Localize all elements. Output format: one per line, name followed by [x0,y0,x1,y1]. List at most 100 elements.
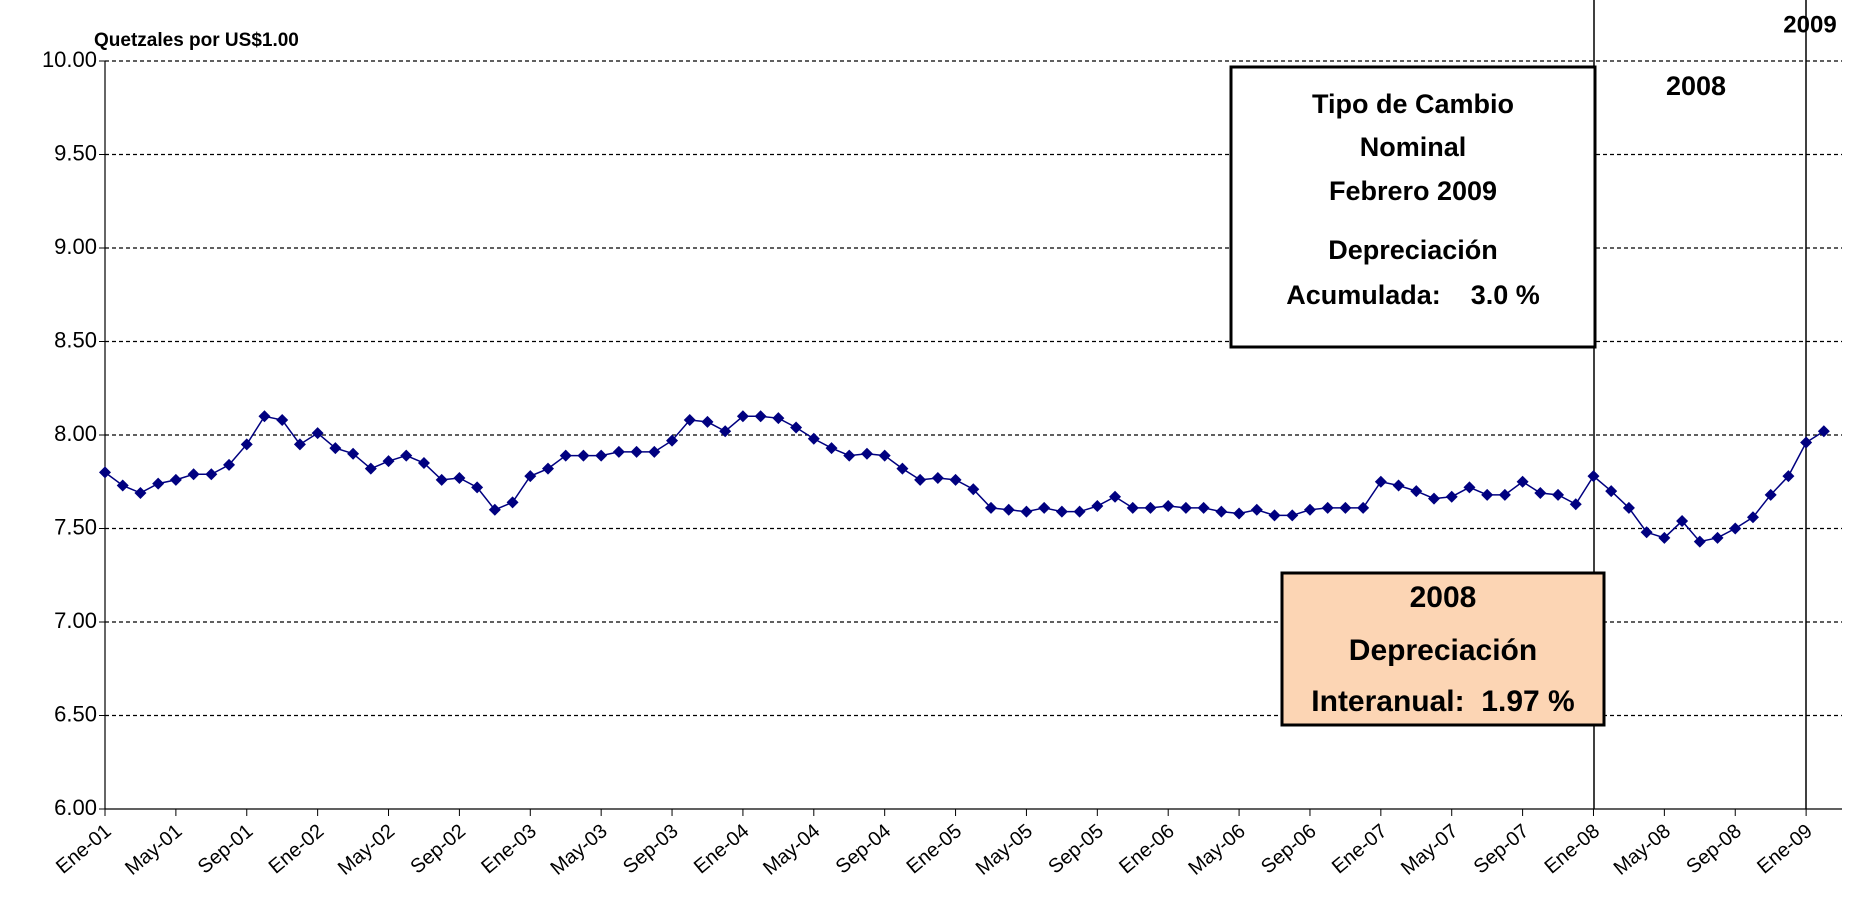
marker [754,410,767,423]
x-tick-label: Ene-07 [1328,820,1392,878]
marker [1321,501,1334,514]
marker [807,432,820,445]
marker [1055,505,1068,518]
marker [1162,500,1175,513]
x-tick-label: May-02 [334,820,399,880]
y-tick-label: 10.00 [42,47,97,72]
marker [134,486,147,499]
marker [1445,490,1458,503]
marker [205,468,218,481]
x-tick-label: Ene-01 [52,820,116,878]
marker [471,481,484,494]
annotation-text: Tipo de Cambio [1312,89,1514,119]
x-tick-label: Ene-04 [690,820,754,878]
marker [878,449,891,462]
marker [1268,509,1281,522]
x-tick-label: Ene-05 [903,820,967,878]
x-tick-label: Sep-06 [1257,820,1321,878]
marker [1676,515,1689,528]
marker [648,445,661,458]
marker [1374,475,1387,488]
marker [1746,511,1759,524]
y-tick-label: 6.50 [54,701,97,726]
x-tick-label: May-07 [1397,820,1462,880]
marker [985,501,997,514]
marker [1622,501,1635,514]
marker [577,449,590,462]
marker [1498,488,1511,501]
x-tick-label: Ene-08 [1541,820,1605,878]
x-tick-label: Ene-02 [265,820,329,878]
y-tick-label: 8.00 [54,421,97,446]
marker [187,468,200,481]
marker [1410,485,1423,498]
annotation-box [1229,65,1597,349]
x-tick-label: Ene-03 [477,820,541,878]
marker [311,427,324,440]
marker [1569,498,1582,511]
x-tick-label: May-08 [1610,820,1675,880]
marker [1091,500,1104,513]
marker [1428,492,1440,505]
y-tick-label: 6.00 [54,795,97,820]
x-tick-label: Ene-06 [1115,820,1179,878]
marker [1605,485,1618,498]
marker [1693,535,1706,548]
marker [736,410,749,423]
marker [1197,501,1210,514]
marker [1250,503,1263,516]
x-tick-label: Sep-04 [832,820,896,878]
x-tick-label: Ene-09 [1753,820,1817,878]
marker [683,414,696,427]
marker [258,410,271,423]
y-tick-label: 8.50 [54,327,97,352]
marker [772,412,785,425]
marker [417,457,430,470]
marker [666,434,679,447]
marker [559,449,572,462]
marker [612,445,625,458]
marker [1215,505,1228,518]
x-tick-label: May-04 [759,820,824,880]
marker [488,503,501,516]
marker [914,473,927,486]
marker [1764,488,1777,501]
marker [1481,488,1494,501]
marker [506,496,519,509]
marker [524,470,537,483]
marker [1357,501,1370,514]
marker [1516,475,1529,488]
marker [843,449,856,462]
marker [152,477,165,490]
marker [1817,425,1830,438]
y-tick-label: 7.00 [54,608,97,633]
y-tick-label: 9.00 [54,234,97,259]
marker [860,447,873,460]
marker [630,445,643,458]
marker [99,466,111,479]
marker [1002,503,1015,516]
marker [347,447,360,460]
annotation-text: Depreciación [1328,235,1498,265]
marker [400,449,413,462]
x-tick-label: Sep-01 [194,820,258,878]
annotation-box [1280,571,1606,727]
marker [1711,531,1724,544]
marker [329,442,342,455]
x-tick-label: May-03 [547,820,612,880]
marker [1392,479,1405,492]
marker [1463,481,1476,494]
x-tick-label: May-01 [121,820,186,880]
marker [382,455,395,468]
marker [293,438,306,451]
marker [223,458,236,471]
marker [1587,470,1600,483]
x-tick-label: Sep-08 [1682,820,1746,878]
annotation-text: Interanual: 1.97 % [1311,685,1574,718]
marker [276,414,289,427]
marker [1286,509,1299,522]
marker [240,438,253,451]
marker [1144,501,1157,514]
marker [931,472,944,485]
marker [1339,501,1352,514]
